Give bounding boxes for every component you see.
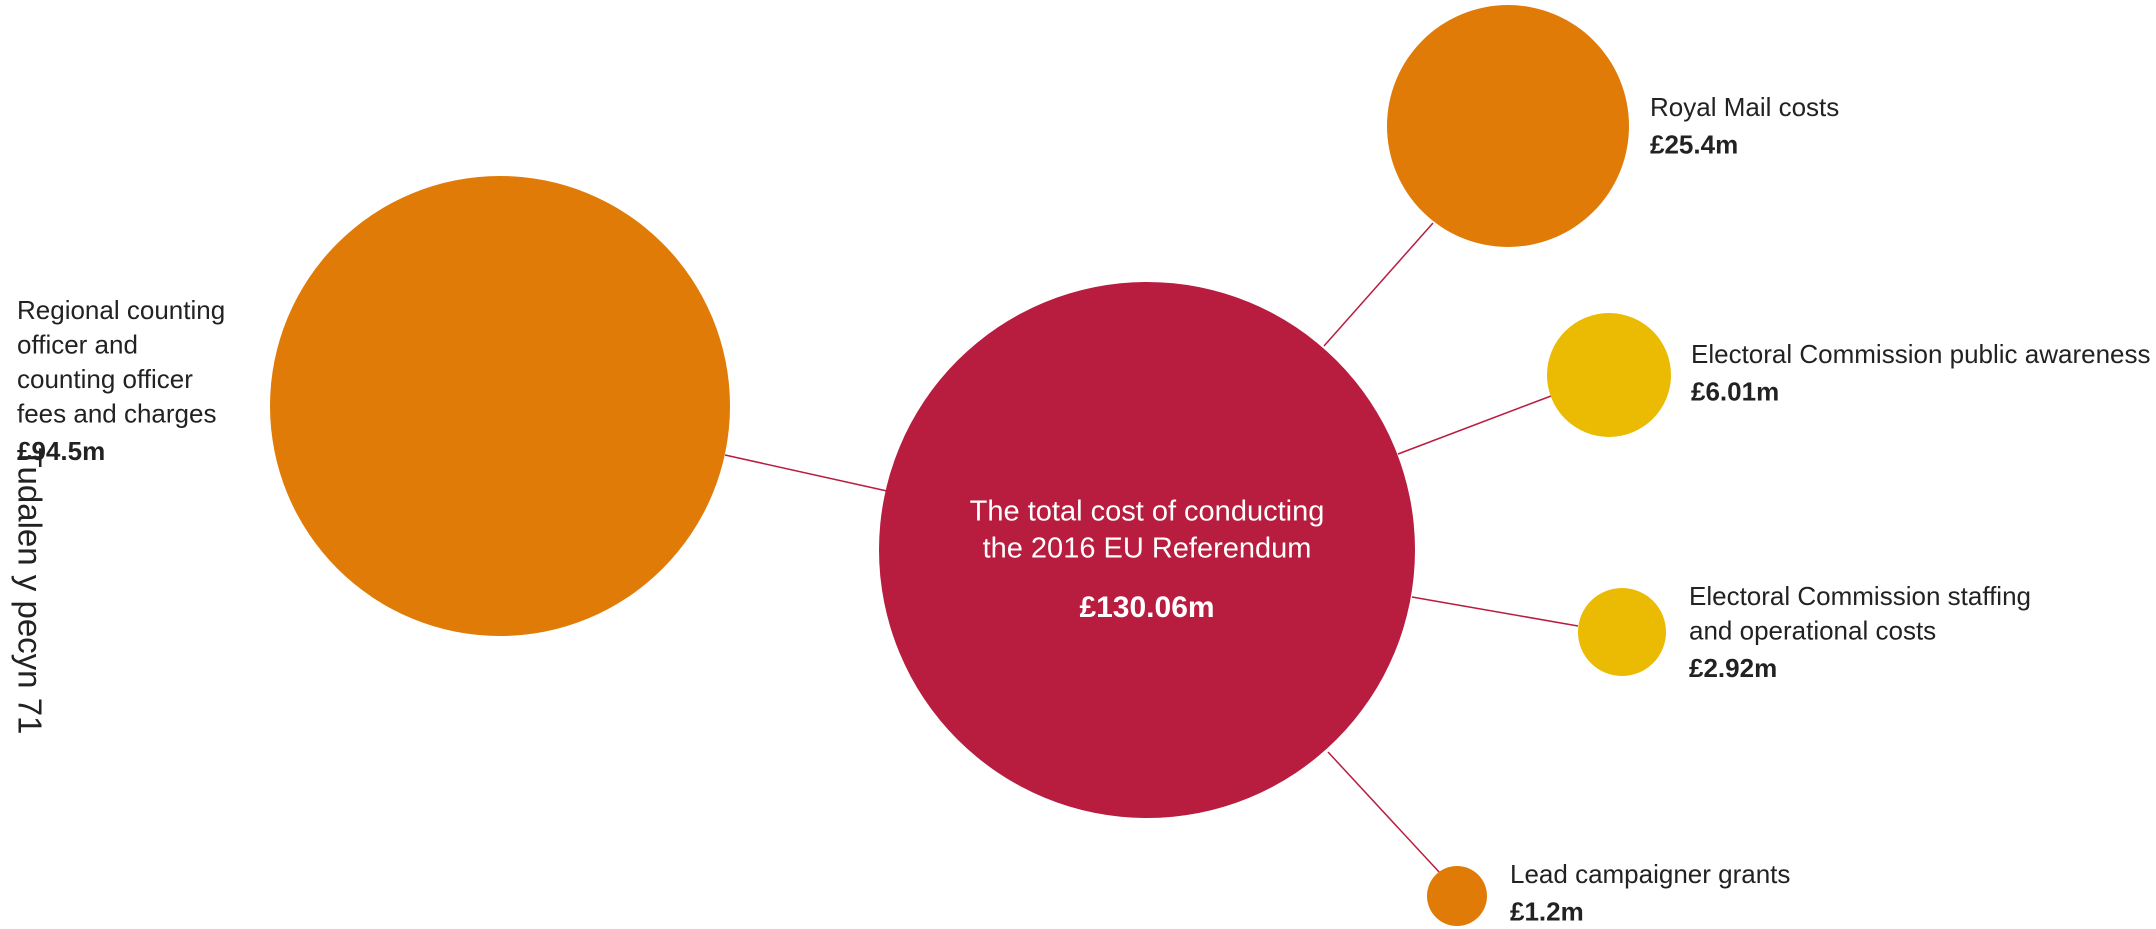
bubble bbox=[1387, 5, 1629, 247]
node-label: counting officer bbox=[17, 364, 193, 394]
node-label: Electoral Commission public awareness bbox=[1691, 339, 2151, 369]
bubble bbox=[1547, 313, 1671, 437]
node-label: officer and bbox=[17, 329, 138, 359]
node-value: £1.2m bbox=[1510, 896, 1584, 926]
connector bbox=[1327, 751, 1441, 874]
bubble bbox=[1578, 588, 1666, 676]
node-label: fees and charges bbox=[17, 398, 216, 428]
connector bbox=[724, 454, 888, 492]
node-label: Electoral Commission staffing bbox=[1689, 581, 2031, 611]
node-label: Lead campaigner grants bbox=[1510, 859, 1790, 889]
center-bubble bbox=[879, 282, 1415, 818]
bubble bbox=[1427, 866, 1487, 926]
center-title: the 2016 EU Referendum bbox=[983, 533, 1312, 565]
page-label: Tudalen y pecyn 71 bbox=[11, 448, 48, 735]
labels: The total cost of conducting the 2016 EU … bbox=[17, 92, 2151, 927]
connector bbox=[1323, 222, 1434, 347]
center-title: The total cost of conducting bbox=[970, 496, 1325, 528]
node-value: £94.5m bbox=[17, 436, 105, 466]
node-label: Regional counting bbox=[17, 295, 225, 325]
center-value: £130.06m bbox=[1079, 591, 1214, 624]
node-value: £2.92m bbox=[1689, 653, 1777, 683]
node-value: £25.4m bbox=[1650, 129, 1738, 159]
node-label: Royal Mail costs bbox=[1650, 92, 1839, 122]
bubble bbox=[270, 176, 730, 636]
connector bbox=[1411, 596, 1579, 627]
connector bbox=[1397, 395, 1552, 455]
node-label: and operational costs bbox=[1689, 615, 1936, 645]
node-value: £6.01m bbox=[1691, 376, 1779, 406]
